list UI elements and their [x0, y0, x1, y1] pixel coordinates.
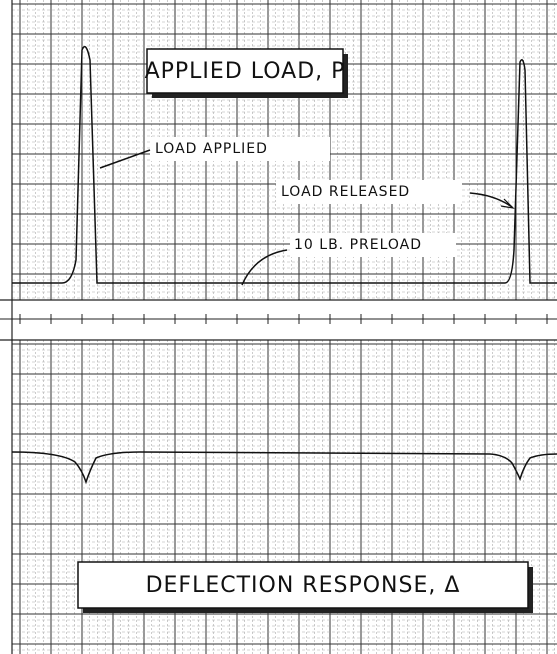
leader [99, 149, 151, 169]
title: APPLIED LOAD, P [145, 59, 346, 84]
leader [469, 192, 513, 208]
deflection-trace [11, 451, 557, 485]
time-ticks [19, 314, 548, 324]
annotation: LOAD APPLIED [155, 141, 268, 157]
annotation: 10 LB. PRELOAD [294, 237, 422, 253]
separator-band [0, 300, 557, 340]
label-bg [276, 180, 462, 204]
arrowhead [500, 198, 515, 209]
bottom-title: DEFLECTION RESPONSE, Δ [146, 573, 461, 598]
label-bg [290, 233, 456, 257]
annotation: LOAD RELEASED [281, 184, 410, 200]
title-box [77, 561, 529, 609]
leader [241, 249, 288, 286]
title-box [146, 48, 344, 94]
label-bg [150, 137, 330, 161]
load-trace [12, 45, 557, 284]
